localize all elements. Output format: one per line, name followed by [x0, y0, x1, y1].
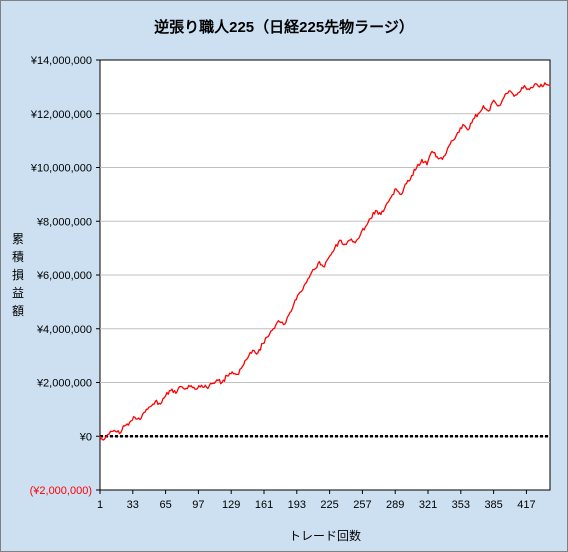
- chart-title: 逆張り職人225（日経225先物ラージ）: [154, 18, 414, 36]
- y-tick-label: ¥4,000,000: [36, 324, 92, 336]
- x-tick-label: 321: [419, 499, 437, 511]
- y-axis-label-char: 積: [12, 249, 24, 264]
- x-tick-label: 65: [159, 499, 171, 511]
- x-tick-label: 385: [484, 499, 502, 511]
- y-tick-label: ¥8,000,000: [36, 216, 92, 228]
- x-axis-label: トレード回数: [289, 528, 361, 543]
- y-tick-label: ¥0: [79, 431, 92, 443]
- y-axis-label-char: 額: [12, 304, 24, 318]
- x-tick-label: 129: [222, 499, 240, 511]
- x-tick-label: 193: [288, 499, 306, 511]
- x-tick-label: 257: [353, 499, 371, 511]
- y-tick-label: ¥14,000,000: [30, 55, 92, 67]
- y-axis-label-char: 累: [12, 232, 24, 246]
- x-tick-label: 417: [517, 499, 535, 511]
- x-tick-label: 33: [127, 499, 139, 511]
- y-tick-label: ¥10,000,000: [30, 163, 92, 175]
- chart-container: 逆張り職人225（日経225先物ラージ） (¥2,000,000) ¥0 ¥2,000…: [0, 0, 568, 552]
- y-tick-label: (¥2,000,000): [30, 485, 92, 497]
- x-tick-label: 161: [255, 499, 273, 511]
- x-tick-label: 225: [320, 499, 338, 511]
- x-tick-label: 353: [452, 499, 470, 511]
- y-axis-label-char: 損: [12, 267, 24, 282]
- y-tick-label: ¥12,000,000: [30, 109, 92, 121]
- x-tick-label: 97: [192, 499, 204, 511]
- x-tick-label: 1: [97, 499, 103, 511]
- line-chart: 逆張り職人225（日経225先物ラージ） (¥2,000,000) ¥0 ¥2,000…: [0, 0, 568, 552]
- y-tick-label: ¥6,000,000: [36, 270, 92, 282]
- y-axis-label-char: 益: [12, 286, 24, 300]
- x-tick-label: 289: [386, 499, 404, 511]
- y-tick-label: ¥2,000,000: [36, 378, 92, 390]
